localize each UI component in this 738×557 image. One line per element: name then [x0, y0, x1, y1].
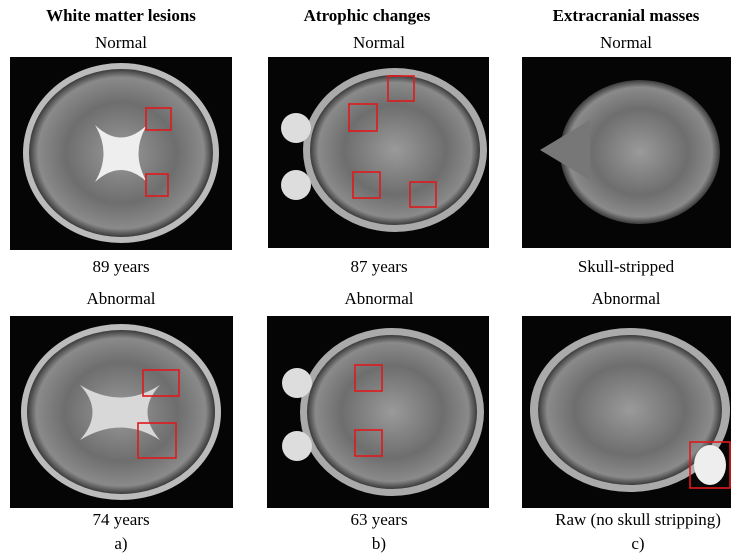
mri-mass-normal: [522, 57, 731, 248]
panel-letter: a): [114, 534, 127, 553]
row-label: Abnormal: [87, 289, 156, 308]
caption: Skull-stripped: [578, 257, 675, 276]
caption: Raw (no skull stripping): [555, 510, 721, 529]
row-label: Normal: [353, 33, 405, 52]
caption: 87 years: [350, 257, 407, 276]
column-title: Extracranial masses: [553, 6, 700, 25]
row-label: Normal: [600, 33, 652, 52]
caption: 89 years: [92, 257, 149, 276]
caption: 74 years: [92, 510, 149, 529]
column-title: Atrophic changes: [304, 6, 431, 25]
caption: 63 years: [350, 510, 407, 529]
mri-wm-normal: [10, 57, 232, 250]
row-label: Normal: [95, 33, 147, 52]
row-label: Abnormal: [345, 289, 414, 308]
mri-mass-abnormal: [522, 316, 731, 508]
row-label: Abnormal: [592, 289, 661, 308]
mri-atrophy-abnormal: [267, 316, 489, 508]
mri-atrophy-normal: [268, 57, 489, 248]
column-title: White matter lesions: [46, 6, 196, 25]
panel-letter: b): [372, 534, 386, 553]
mri-wm-abnormal: [10, 316, 233, 508]
panel-letter: c): [631, 534, 644, 553]
